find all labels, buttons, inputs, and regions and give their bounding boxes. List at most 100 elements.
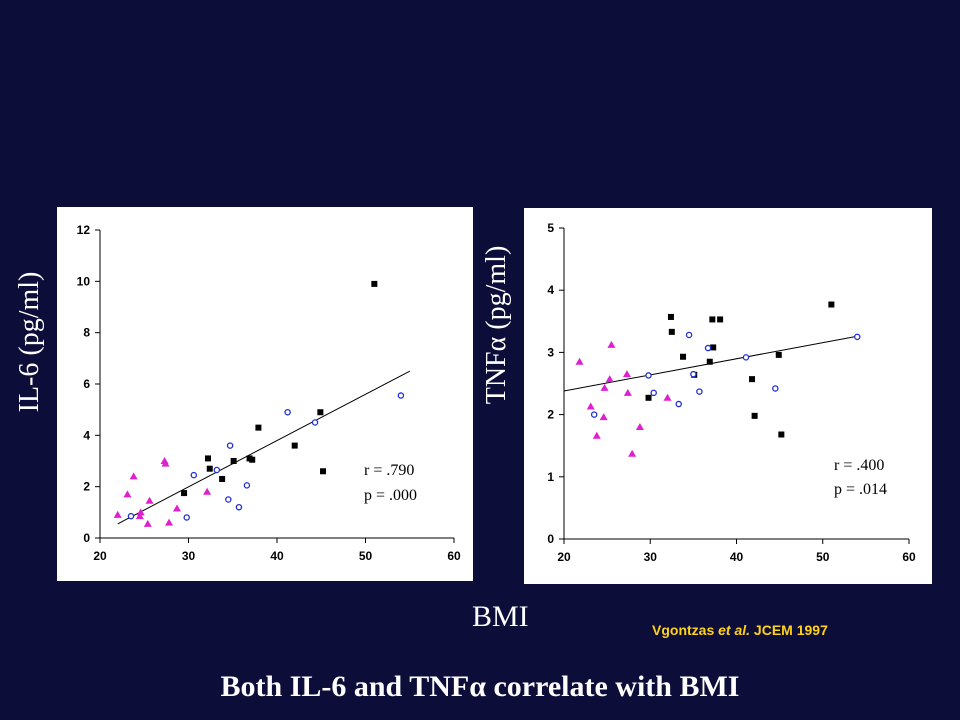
il6-x-tick-label: 30	[182, 549, 196, 563]
il6-point-triangle	[135, 512, 144, 520]
tnf-point-circle	[690, 370, 697, 378]
bmi-x-axis-label: BMI	[472, 600, 529, 633]
tnf-point-circle	[675, 400, 682, 408]
tnf-y-tick-label: 4	[547, 283, 554, 297]
il6-point-circle	[226, 442, 234, 449]
il6-point-square	[291, 442, 298, 449]
il6-y-tick-label: 6	[83, 377, 90, 391]
il6-point-triangle	[203, 487, 212, 495]
tnf-point-triangle	[623, 388, 632, 396]
il6-x-tick-label: 60	[447, 549, 461, 563]
tnf-point-square	[751, 412, 758, 419]
tnf-y-tick-label: 2	[547, 408, 554, 422]
il6-x-tick-label: 40	[270, 549, 284, 563]
il6-r-value: r = .790	[364, 462, 414, 479]
tnf-point-circle	[742, 354, 750, 361]
tnf-point-triangle	[586, 402, 595, 410]
il6-point-square	[317, 409, 324, 416]
il6-point-square	[320, 468, 327, 475]
il6-point-square	[371, 280, 378, 287]
il6-point-circle	[225, 496, 232, 503]
il6-point-circle	[235, 503, 243, 511]
tnf-scatter-plot: 0 1 2 3 4 5 20 30 40 50 60 r = .400 p = .014	[547, 221, 916, 564]
il6-y-tick-label: 8	[83, 326, 90, 340]
tnf-chart-panel: 0 1 2 3 4 5 20 30 40 50 60 r = .400 p = .014	[524, 208, 932, 584]
il6-y-tick-label: 4	[83, 428, 90, 442]
il6-point-circle	[190, 471, 198, 479]
tnf-point-circle	[645, 372, 652, 379]
il6-point-circle	[397, 392, 405, 399]
il6-point-square	[204, 455, 211, 462]
tnf-point-circle	[704, 344, 712, 352]
il6-point-triangle	[123, 490, 132, 498]
tnf-x-tick-label: 40	[730, 550, 744, 564]
tnf-point-triangle	[663, 393, 672, 401]
il6-x-tick-label: 20	[93, 549, 107, 563]
tnf-y-tick-label: 5	[547, 221, 554, 235]
tnf-r-value: r = .400	[834, 457, 884, 474]
il6-point-circle	[311, 419, 319, 426]
tnf-point-circle	[590, 411, 598, 418]
il6-y-tick-label: 10	[77, 274, 91, 288]
il6-y-tick-label: 12	[77, 223, 91, 237]
il6-point-square	[255, 424, 262, 431]
il6-scatter-plot: 0 2 4 6 8 10 12 20 30 40 50 60 r = .790 p = .000	[77, 223, 461, 563]
il6-point-triangle	[129, 472, 138, 480]
slide-headline: Both IL-6 and TNFα correlate with BMI	[220, 670, 740, 703]
tnf-point-square	[775, 351, 782, 358]
il6-trend-line	[117, 370, 410, 525]
il6-point-triangle	[145, 496, 154, 504]
tnf-y-tick-label: 3	[547, 345, 554, 359]
il6-point-circle	[243, 482, 251, 489]
il6-point-square	[230, 458, 237, 464]
tnf-point-triangle	[575, 357, 584, 365]
tnf-point-circle	[650, 389, 657, 397]
tnf-point-triangle	[592, 431, 601, 439]
tnf-point-square	[828, 301, 835, 308]
tnf-point-circle	[685, 331, 693, 339]
il6-p-value: p = .000	[364, 487, 417, 504]
il6-point-triangle	[113, 510, 122, 518]
tnf-x-tick-label: 20	[557, 550, 571, 564]
tnf-point-circle	[696, 388, 703, 395]
tnf-point-square	[710, 344, 717, 351]
il6-point-triangle	[143, 519, 152, 527]
tnf-point-triangle	[600, 383, 609, 391]
il6-y-axis-label: IL-6 (pg/ml)	[14, 271, 45, 413]
citation-journal: JCEM 1997	[750, 622, 828, 638]
il6-point-triangle	[172, 504, 181, 512]
tnf-point-triangle	[635, 423, 644, 431]
tnf-point-square	[667, 313, 674, 320]
il6-point-square	[249, 456, 256, 463]
tnf-point-triangle	[628, 449, 637, 457]
tnf-point-square	[717, 316, 724, 323]
tnf-point-triangle	[599, 413, 608, 421]
tnf-p-value: p = .014	[834, 481, 887, 498]
tnf-point-triangle	[607, 340, 616, 348]
tnf-point-square	[749, 376, 756, 383]
tnf-y-tick-label: 1	[547, 470, 554, 484]
il6-y-tick-label: 2	[83, 480, 90, 494]
tnf-y-tick-label: 0	[547, 532, 554, 546]
tnf-x-tick-label: 50	[816, 550, 830, 564]
tnf-point-square	[778, 431, 785, 438]
tnf-point-circle	[853, 333, 861, 341]
tnf-point-square	[645, 394, 652, 401]
citation-et-al: et al.	[718, 622, 751, 638]
il6-point-circle	[183, 514, 190, 521]
il6-point-square	[181, 490, 188, 497]
citation-author: Vgontzas	[652, 622, 719, 638]
il6-point-circle	[127, 512, 135, 520]
il6-point-circle	[213, 466, 221, 474]
tnf-x-tick-label: 30	[644, 550, 658, 564]
tnf-point-square	[706, 358, 713, 365]
il6-x-tick-label: 50	[359, 549, 373, 563]
tnf-point-square	[709, 316, 716, 323]
tnf-x-tick-label: 60	[902, 550, 916, 564]
tnf-point-square	[680, 353, 687, 360]
il6-y-tick-label: 0	[83, 531, 90, 545]
tnf-point-square	[668, 328, 675, 335]
tnf-y-axis-label: TNFα (pg/ml)	[481, 245, 512, 405]
tnf-point-triangle	[622, 370, 631, 378]
tnf-point-circle	[772, 385, 779, 392]
